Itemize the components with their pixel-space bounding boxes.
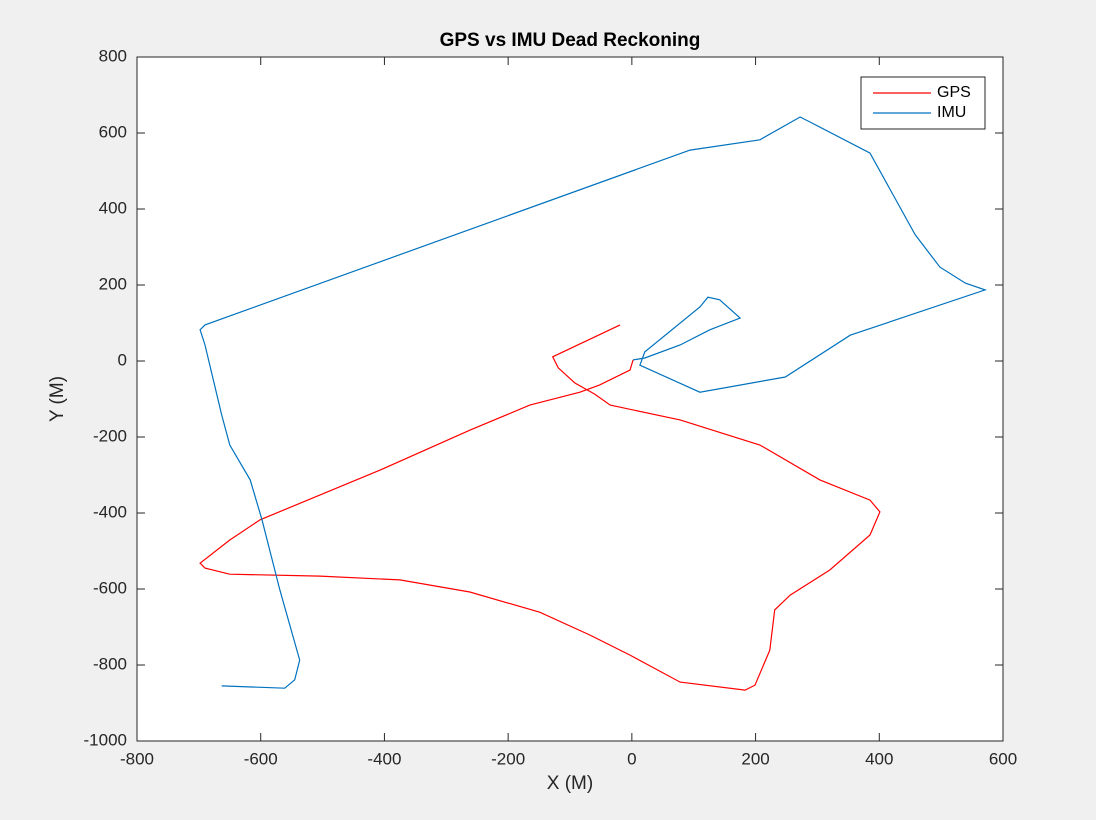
y-tick-label: 0 [118, 350, 127, 369]
x-tick-label: 600 [989, 749, 1017, 768]
x-tick-label: 200 [741, 749, 769, 768]
legend-label: GPS [937, 84, 971, 101]
y-tick-label: -800 [93, 654, 127, 673]
y-axis-label: Y (M) [47, 376, 68, 422]
x-tick-label: 0 [627, 749, 636, 768]
legend-label: IMU [937, 104, 966, 121]
series-line [199, 324, 881, 691]
y-tick-label: 200 [99, 274, 127, 293]
x-axis-label: X (M) [547, 773, 593, 794]
x-tick-label: 400 [865, 749, 893, 768]
y-tick-label: -200 [93, 426, 127, 445]
y-tick-label: 800 [99, 46, 127, 65]
legend-box [860, 76, 986, 130]
chart-title: GPS vs IMU Dead Reckoning [440, 30, 701, 51]
x-tick-label: -400 [367, 749, 401, 768]
x-tick-label: -200 [491, 749, 525, 768]
y-tick-label: -1000 [84, 730, 127, 749]
axes-box [136, 56, 1004, 742]
y-tick-label: 400 [99, 198, 127, 217]
x-tick-label: -800 [120, 749, 154, 768]
series-line [199, 116, 987, 689]
plot-area [137, 57, 1003, 741]
y-tick-label: 600 [99, 122, 127, 141]
y-tick-label: -600 [93, 578, 127, 597]
x-tick-label: -600 [244, 749, 278, 768]
y-tick-label: -400 [93, 502, 127, 521]
